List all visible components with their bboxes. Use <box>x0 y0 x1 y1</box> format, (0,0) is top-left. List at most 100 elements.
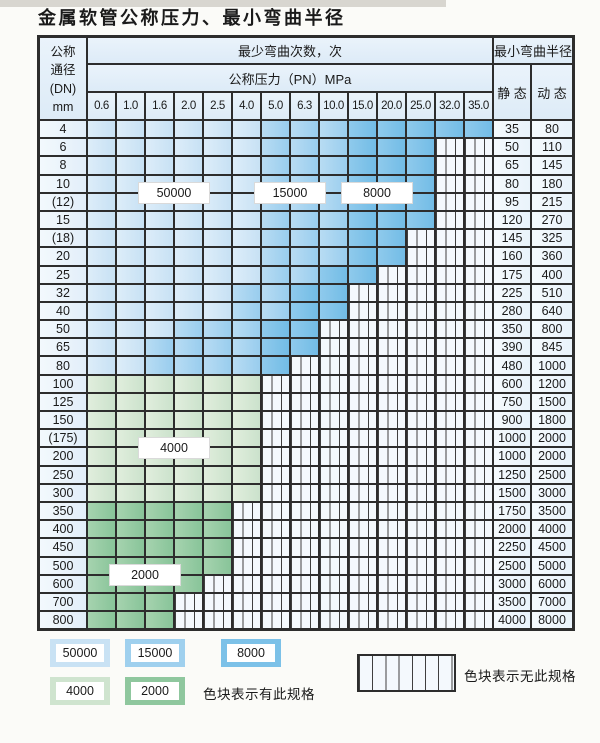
static-radius-value: 600 <box>493 374 531 393</box>
no-spec-cell <box>348 520 377 539</box>
no-spec-cell <box>203 611 232 630</box>
spec-cell <box>145 611 174 630</box>
static-radius-value: 350 <box>493 320 531 339</box>
pressure-header: 公称压力（PN）MPa <box>87 64 493 92</box>
no-spec-cell <box>377 374 406 393</box>
static-radius-value: 225 <box>493 283 531 302</box>
row-dn-label: 250 <box>39 465 87 484</box>
spec-cell <box>87 465 116 484</box>
spec-cell <box>261 301 290 321</box>
static-header: 静 态 <box>493 64 531 120</box>
no-spec-cell <box>435 611 464 630</box>
spec-cell <box>87 338 116 357</box>
legend-no-spec-note: 色块表示无此规格 <box>464 669 576 684</box>
spec-cell <box>319 247 348 266</box>
no-spec-cell <box>348 538 377 557</box>
min-radius-header: 最小弯曲半径 <box>493 37 573 64</box>
dynamic-radius-value: 8000 <box>531 611 573 630</box>
no-spec-cell <box>464 210 493 230</box>
dynamic-radius-value: 110 <box>531 138 573 157</box>
dn-header-line: 通径 <box>50 63 76 78</box>
bend-count-overlay-label: 2000 <box>109 564 181 586</box>
spec-cell <box>116 411 145 430</box>
spec-cell <box>203 538 232 557</box>
dn-column-header: 公称 通径 (DN) mm <box>39 37 87 120</box>
dynamic-radius-value: 1000 <box>531 356 573 375</box>
spec-cell <box>87 429 116 448</box>
no-spec-cell <box>348 556 377 575</box>
no-spec-cell <box>406 411 435 430</box>
spec-cell <box>145 210 174 230</box>
spec-cell <box>290 301 319 321</box>
no-spec-cell <box>348 301 377 321</box>
no-spec-cell <box>435 411 464 430</box>
no-spec-cell <box>406 538 435 557</box>
static-radius-value: 3500 <box>493 592 531 612</box>
static-radius-value: 1250 <box>493 465 531 484</box>
row-dn-label: 50 <box>39 320 87 339</box>
spec-cell <box>232 138 261 157</box>
spec-cell <box>203 156 232 175</box>
spec-cell <box>87 247 116 266</box>
spec-cell <box>145 338 174 357</box>
spec-cell <box>87 592 116 612</box>
spec-cell <box>406 156 435 175</box>
no-spec-cell <box>406 574 435 593</box>
spec-cell <box>348 229 377 248</box>
spec-cell <box>348 265 377 284</box>
spec-cell <box>116 374 145 393</box>
row-dn-label: 40 <box>39 301 87 321</box>
spec-cell <box>232 411 261 430</box>
spec-cell <box>174 120 203 139</box>
no-spec-cell <box>435 320 464 339</box>
no-spec-cell <box>232 556 261 575</box>
spec-cell <box>203 120 232 139</box>
spec-cell <box>290 210 319 230</box>
spec-cell <box>232 483 261 502</box>
no-spec-cell <box>406 392 435 411</box>
spec-cell <box>232 447 261 466</box>
no-spec-cell <box>377 320 406 339</box>
spec-cell <box>232 301 261 321</box>
bend-count-overlay-label: 8000 <box>341 181 413 204</box>
spec-cell <box>174 301 203 321</box>
spec-cell <box>261 138 290 157</box>
spec-cell <box>348 138 377 157</box>
spec-cell <box>261 283 290 302</box>
no-spec-cell <box>319 320 348 339</box>
spec-cell <box>232 210 261 230</box>
no-spec-cell <box>261 574 290 593</box>
no-spec-cell <box>290 447 319 466</box>
no-spec-cell <box>319 611 348 630</box>
no-spec-cell <box>464 247 493 266</box>
spec-cell <box>116 465 145 484</box>
row-dn-label: 8 <box>39 156 87 175</box>
no-spec-cell <box>319 574 348 593</box>
bend-count-header: 最少弯曲次数，次 <box>87 37 493 64</box>
legend-swatch-15000: 15000 <box>125 639 185 667</box>
no-spec-cell <box>203 574 232 593</box>
spec-cell <box>87 138 116 157</box>
no-spec-cell <box>406 483 435 502</box>
no-spec-cell <box>377 520 406 539</box>
spec-cell <box>203 501 232 521</box>
spec-cell <box>290 320 319 339</box>
pressure-tick: 10.0 <box>319 92 348 120</box>
legend-value: 2000 <box>131 682 179 700</box>
spec-cell <box>348 247 377 266</box>
dynamic-radius-value: 360 <box>531 247 573 266</box>
spec-cell <box>290 229 319 248</box>
spec-cell <box>145 411 174 430</box>
spec-cell <box>116 283 145 302</box>
row-dn-label: 700 <box>39 592 87 612</box>
no-spec-cell <box>319 392 348 411</box>
pressure-tick: 15.0 <box>348 92 377 120</box>
spec-cell <box>290 265 319 284</box>
spec-cell <box>174 247 203 266</box>
no-spec-cell <box>406 501 435 521</box>
spec-cell <box>261 247 290 266</box>
dynamic-radius-value: 640 <box>531 301 573 321</box>
spec-cell <box>348 120 377 139</box>
spec-cell <box>174 156 203 175</box>
no-spec-cell <box>406 247 435 266</box>
